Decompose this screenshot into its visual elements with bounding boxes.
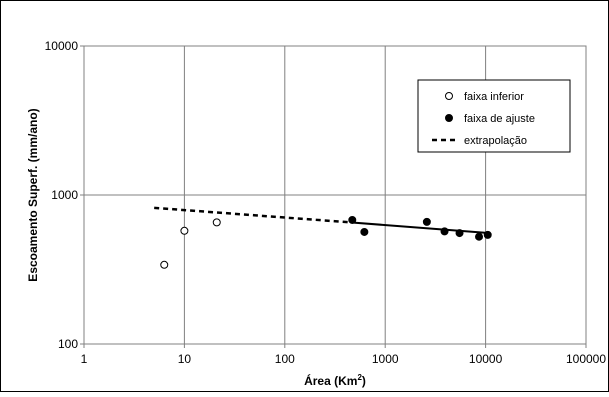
x-tick-label: 1000 <box>372 352 399 366</box>
x-tick-labels: 1 10 100 1000 10000 100000 <box>81 344 606 366</box>
x-tick-label: 1 <box>81 352 88 366</box>
legend-marker-faixa-de-ajuste <box>445 114 453 122</box>
x-axis-title-end: ) <box>362 374 366 388</box>
data-point-faixa-de-ajuste <box>422 217 431 226</box>
x-tick-label: 100 <box>275 352 295 366</box>
y-tick-label: 1000 <box>51 188 78 202</box>
data-point-faixa-de-ajuste <box>455 229 464 238</box>
y-axis-title: Escoamento Superf. (mm/ano) <box>26 108 40 281</box>
x-tick-label: 10 <box>178 352 192 366</box>
x-axis-title-text: Área (Km <box>304 373 357 388</box>
data-point-faixa-de-ajuste <box>440 227 449 236</box>
legend-label-faixa-de-ajuste: faixa de ajuste <box>464 113 535 125</box>
y-tick-label: 100 <box>58 337 78 351</box>
data-point-faixa-inferior <box>160 260 169 269</box>
x-tick-label: 10000 <box>469 352 503 366</box>
data-point-faixa-inferior <box>180 226 189 235</box>
data-point-faixa-de-ajuste <box>483 230 492 239</box>
y-tick-label: 10000 <box>45 39 79 53</box>
extrapolation-line <box>154 206 351 224</box>
series-layer <box>154 206 492 269</box>
legend-label-extrapolacao: extrapolação <box>464 135 527 147</box>
x-axis-title-superscript: 2 <box>357 373 362 382</box>
legend: faixa inferior faixa de ajuste extrapola… <box>417 79 571 153</box>
data-point-faixa-de-ajuste <box>360 227 369 236</box>
data-point-faixa-de-ajuste <box>475 232 484 241</box>
legend-marker-faixa-inferior <box>445 92 453 100</box>
x-tick-label: 100000 <box>566 352 606 366</box>
x-axis-title: Área (Km2) <box>304 373 366 388</box>
fit-line <box>350 221 490 235</box>
data-point-faixa-inferior <box>212 218 221 227</box>
data-point-faixa-de-ajuste <box>348 215 357 224</box>
legend-label-faixa-inferior: faixa inferior <box>464 91 524 103</box>
y-tick-labels: 100 1000 10000 <box>45 39 84 351</box>
